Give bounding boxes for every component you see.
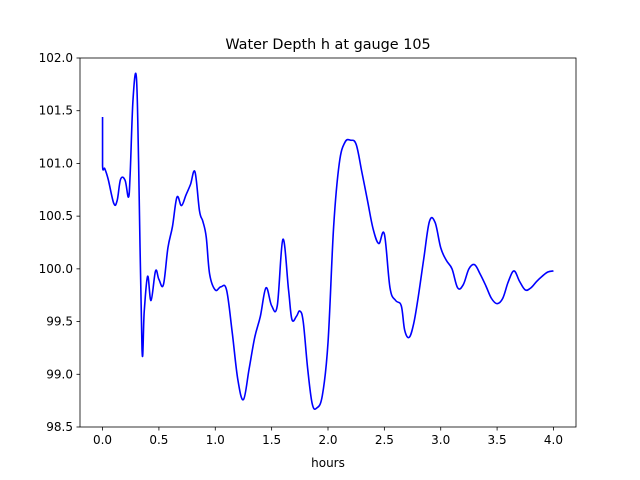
x-tick-label: 2.5: [375, 433, 394, 447]
x-tick-label: 3.0: [431, 433, 450, 447]
x-axis: 0.0 0.5 1.0 1.5 2.0 2.5 3.0 3.5 4.0: [93, 427, 563, 447]
x-tick-label: 4.0: [544, 433, 563, 447]
y-tick-label: 101.0: [39, 156, 73, 170]
chart-title: Water Depth h at gauge 105: [225, 37, 430, 53]
y-axis: 98.5 99.0 99.5 100.0 100.5 101.0 101.5 102.0: [39, 51, 80, 434]
series-line: [101, 72, 554, 410]
x-tick-label: 0.5: [149, 433, 168, 447]
y-tick-label: 102.0: [39, 51, 73, 65]
series-layer: [101, 72, 554, 410]
y-tick-label: 100.0: [39, 262, 73, 276]
plot-area-frame: [79, 57, 577, 428]
x-tick-label: 0.0: [93, 433, 112, 447]
y-tick-label: 98.5: [46, 420, 73, 434]
x-tick-label: 2.0: [318, 433, 337, 447]
y-tick-label: 99.0: [46, 367, 73, 381]
x-tick-label: 1.5: [262, 433, 281, 447]
y-tick-label: 101.5: [39, 104, 73, 118]
x-tick-label: 3.5: [488, 433, 507, 447]
x-tick-label: 1.0: [206, 433, 225, 447]
x-axis-title: hours: [311, 456, 345, 470]
y-tick-label: 99.5: [46, 315, 73, 329]
y-tick-label: 100.5: [39, 209, 73, 223]
